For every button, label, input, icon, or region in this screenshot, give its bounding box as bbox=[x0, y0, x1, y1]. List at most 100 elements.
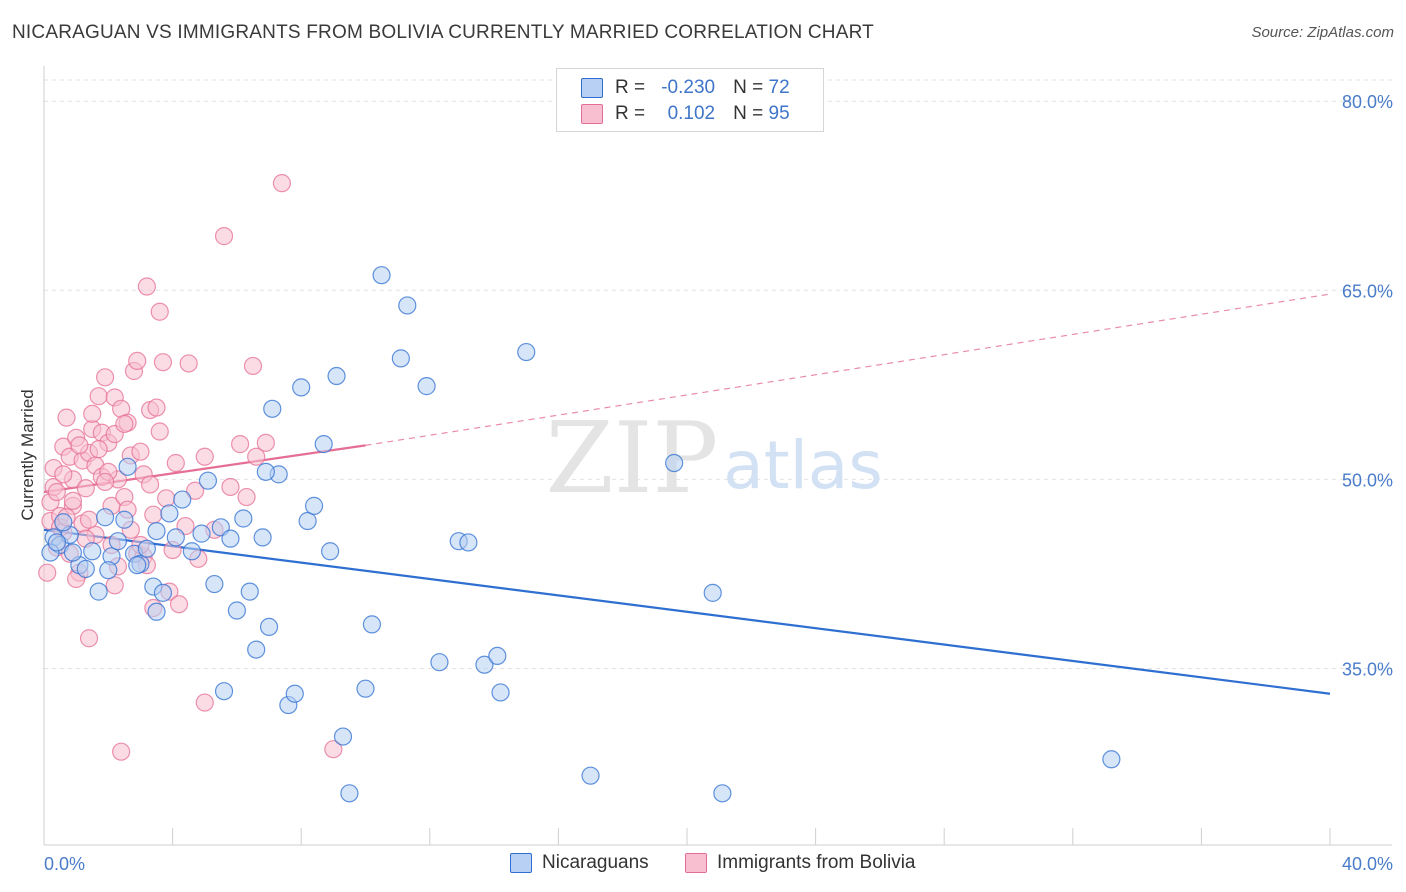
point-nicaraguans bbox=[160, 504, 179, 523]
point-nicaraguans bbox=[89, 582, 108, 601]
point-nicaraguans bbox=[153, 583, 173, 602]
point-bolivia bbox=[47, 482, 66, 502]
point-nicaraguans bbox=[292, 378, 311, 397]
point-bolivia bbox=[105, 576, 124, 595]
point-nicaraguans bbox=[491, 683, 510, 702]
watermark: ZIP atlas bbox=[546, 402, 883, 516]
point-nicaraguans bbox=[517, 342, 536, 362]
point-bolivia bbox=[89, 440, 108, 459]
point-bolivia bbox=[147, 398, 166, 417]
series-legend: Nicaraguans Immigrants from Bolivia bbox=[0, 852, 1406, 878]
point-nicaraguans bbox=[356, 679, 375, 698]
y-tick-label: 35.0% bbox=[1342, 660, 1393, 680]
point-nicaraguans bbox=[166, 528, 185, 547]
y-tick-label: 65.0% bbox=[1342, 281, 1393, 301]
point-bolivia bbox=[38, 563, 57, 582]
point-nicaraguans bbox=[391, 349, 410, 368]
point-nicaraguans bbox=[340, 784, 359, 803]
point-bolivia bbox=[214, 227, 234, 246]
legend-r-label: R = bbox=[615, 77, 646, 98]
point-nicaraguans bbox=[198, 471, 218, 490]
point-nicaraguans bbox=[488, 646, 507, 666]
legend-row-bolivia: R = 0.102 N = 95 bbox=[581, 101, 790, 127]
point-bolivia bbox=[57, 408, 76, 427]
point-bolivia bbox=[95, 368, 115, 387]
legend-label-bolivia: Immigrants from Bolivia bbox=[717, 852, 916, 873]
point-nicaraguans bbox=[333, 727, 353, 746]
point-nicaraguans bbox=[321, 542, 340, 561]
point-bolivia bbox=[89, 387, 108, 406]
point-nicaraguans bbox=[417, 377, 436, 396]
point-nicaraguans bbox=[115, 510, 134, 529]
point-bolivia bbox=[166, 453, 185, 473]
point-bolivia bbox=[247, 447, 266, 466]
point-bolivia bbox=[324, 740, 343, 759]
point-bolivia bbox=[131, 442, 150, 461]
point-bolivia bbox=[54, 465, 73, 484]
point-nicaraguans bbox=[259, 617, 279, 637]
point-bolivia bbox=[83, 404, 102, 423]
point-bolivia bbox=[144, 505, 163, 524]
point-nicaraguans bbox=[83, 542, 102, 561]
point-nicaraguans bbox=[54, 513, 73, 532]
tick-labels: 35.0% 50.0% 65.0% 80.0% 0.0% 40.0% bbox=[44, 92, 1393, 874]
point-nicaraguans bbox=[459, 533, 478, 552]
point-nicaraguans bbox=[304, 496, 324, 515]
point-bolivia bbox=[169, 595, 189, 614]
legend-label-nicaraguans: Nicaraguans bbox=[542, 852, 649, 873]
legend-r-value: -0.230 bbox=[661, 77, 716, 98]
point-nicaraguans bbox=[298, 511, 317, 531]
watermark-atlas: atlas bbox=[723, 427, 883, 504]
y-tick-label: 50.0% bbox=[1342, 470, 1393, 490]
point-nicaraguans bbox=[214, 682, 234, 701]
point-bolivia bbox=[221, 477, 240, 497]
point-bolivia bbox=[150, 302, 169, 321]
legend-item-nicaraguans: Nicaraguans bbox=[510, 852, 649, 874]
point-nicaraguans bbox=[665, 453, 684, 473]
point-nicaraguans bbox=[1102, 750, 1121, 769]
legend-n-label: N = bbox=[733, 77, 764, 98]
correlation-legend: R = -0.230 N = 72 R = 0.102 N = 95 bbox=[556, 68, 824, 132]
point-bolivia bbox=[243, 356, 263, 376]
point-bolivia bbox=[153, 353, 173, 372]
point-nicaraguans bbox=[95, 508, 115, 527]
point-nicaraguans bbox=[108, 532, 128, 551]
legend-r-label: R = bbox=[615, 103, 646, 124]
point-nicaraguans bbox=[581, 766, 600, 785]
point-bolivia bbox=[70, 436, 89, 455]
x-tick-label: 0.0% bbox=[44, 854, 85, 874]
point-nicaraguans bbox=[173, 490, 192, 509]
point-nicaraguans bbox=[240, 582, 259, 601]
point-bolivia bbox=[157, 489, 176, 508]
point-nicaraguans bbox=[192, 524, 211, 543]
point-nicaraguans bbox=[372, 266, 391, 285]
point-nicaraguans bbox=[76, 559, 95, 579]
point-nicaraguans bbox=[362, 615, 382, 634]
point-nicaraguans bbox=[285, 684, 304, 703]
legend-n-value: 95 bbox=[768, 103, 790, 124]
point-nicaraguans bbox=[227, 601, 246, 620]
legend-swatch-pink bbox=[581, 104, 603, 124]
trend-line-nicaraguans bbox=[43, 528, 1331, 695]
legend-swatch-nicaraguans bbox=[510, 853, 532, 873]
point-bolivia bbox=[140, 475, 160, 494]
point-bolivia bbox=[95, 472, 115, 492]
point-bolivia bbox=[195, 693, 214, 712]
point-bolivia bbox=[79, 510, 99, 529]
point-nicaraguans bbox=[205, 574, 224, 594]
legend-n-label: N = bbox=[733, 103, 764, 124]
point-nicaraguans bbox=[703, 583, 722, 602]
legend-n-value: 72 bbox=[768, 77, 790, 98]
data-points bbox=[38, 174, 1121, 803]
point-bolivia bbox=[128, 351, 147, 371]
point-nicaraguans bbox=[118, 457, 137, 476]
point-bolivia bbox=[79, 629, 99, 648]
x-tick-label: 40.0% bbox=[1342, 854, 1393, 874]
point-bolivia bbox=[137, 277, 156, 296]
point-bolivia bbox=[237, 487, 256, 507]
point-nicaraguans bbox=[713, 784, 732, 803]
legend-swatch-blue bbox=[581, 78, 603, 98]
point-nicaraguans bbox=[147, 521, 166, 541]
point-nicaraguans bbox=[398, 296, 417, 315]
point-nicaraguans bbox=[63, 543, 83, 562]
